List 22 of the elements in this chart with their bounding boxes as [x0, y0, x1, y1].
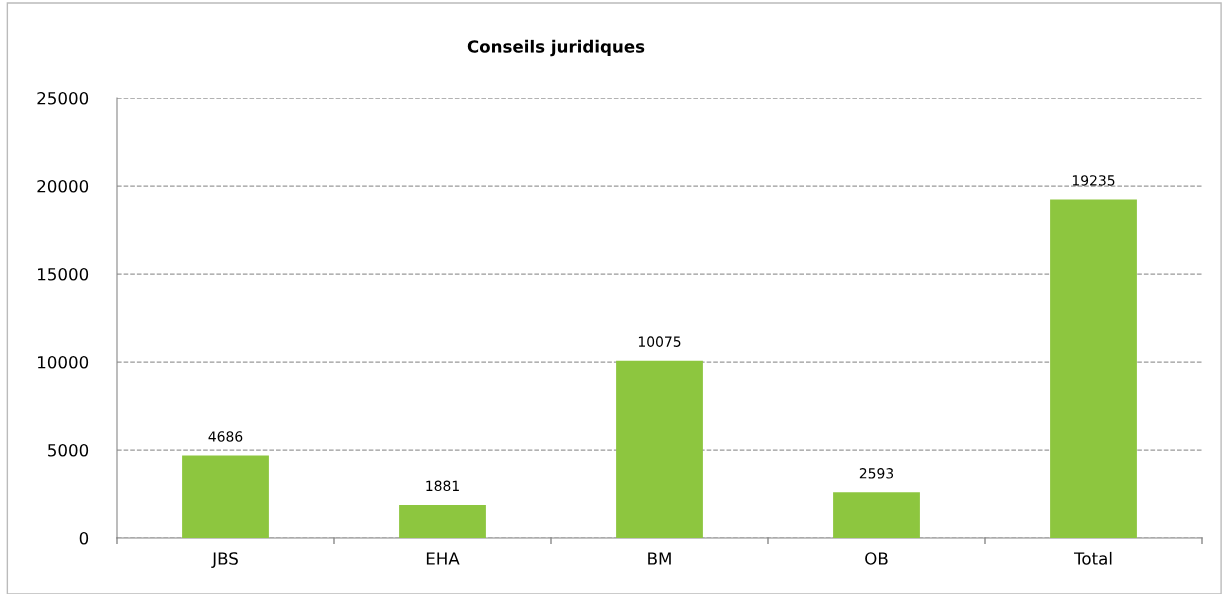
- data-label: 10075: [638, 336, 681, 347]
- y-tick-label: 15000: [38, 267, 89, 281]
- x-tick-label: EHA: [426, 552, 460, 565]
- x-tick-label: BM: [648, 552, 671, 565]
- y-tick-label: 25000: [37, 91, 89, 105]
- bar: [616, 360, 703, 538]
- data-label: 1881: [426, 480, 459, 492]
- y-tick-label: 0: [79, 531, 89, 545]
- bar: [833, 492, 920, 538]
- data-label: 19235: [1072, 175, 1115, 186]
- y-tick-label: 5000: [48, 443, 89, 457]
- chart-title: Conseils juridiques: [467, 39, 645, 57]
- x-tick-label: OB: [865, 552, 888, 565]
- y-tick-label: 20000: [37, 179, 89, 193]
- x-tick-label: JBS: [211, 552, 238, 568]
- bar: [399, 504, 486, 538]
- y-tick-label: 10000: [38, 355, 89, 369]
- data-label: 4686: [208, 431, 243, 442]
- bar: [1050, 199, 1137, 538]
- x-tick-label: Total: [1073, 551, 1112, 565]
- data-label: 2593: [859, 468, 894, 479]
- bar: [182, 455, 269, 538]
